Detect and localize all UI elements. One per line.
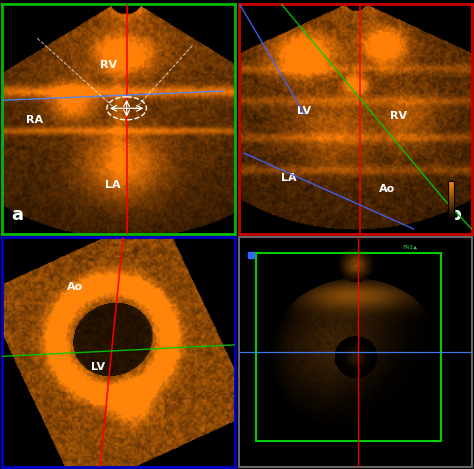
Text: Ao: Ao (67, 282, 83, 292)
Bar (255, 253, 441, 441)
Text: a: a (12, 206, 24, 224)
Text: RV: RV (390, 111, 408, 121)
Text: Ao: Ao (379, 184, 395, 194)
Text: LV: LV (298, 106, 311, 116)
Text: FRI▲: FRI▲ (402, 244, 417, 250)
Text: LA: LA (281, 173, 297, 183)
Text: LV: LV (91, 362, 105, 372)
Text: LA: LA (105, 180, 120, 189)
Text: RA: RA (26, 115, 43, 125)
Text: RV: RV (100, 60, 117, 70)
Text: b: b (448, 206, 461, 224)
